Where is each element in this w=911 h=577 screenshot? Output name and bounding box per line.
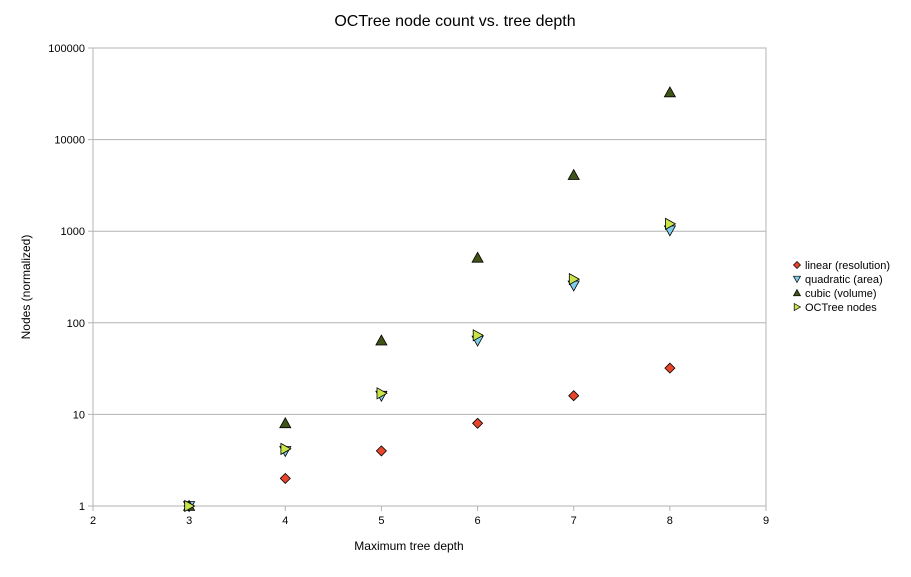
y-tick-label: 100 — [67, 318, 85, 330]
x-tick-label: 4 — [282, 515, 288, 527]
grid-lines — [93, 47, 766, 507]
x-tick-label: 3 — [186, 515, 192, 527]
data-point — [472, 329, 484, 342]
x-tick-label: 7 — [571, 515, 577, 527]
x-tick-label: 5 — [378, 515, 384, 527]
data-point — [184, 499, 196, 513]
series-0 — [183, 362, 676, 512]
plot-area-frame — [92, 47, 767, 507]
data-point — [568, 390, 580, 402]
data-points — [182, 86, 677, 513]
y-tick-label: 10000 — [54, 135, 85, 147]
x-tick-label: 8 — [667, 515, 673, 527]
data-point — [279, 416, 292, 429]
legend-label: linear (resolution) — [805, 260, 890, 272]
data-point — [568, 272, 581, 286]
legend-marker — [792, 288, 802, 297]
x-tick-label: 6 — [475, 515, 481, 527]
legend-label: OCTree nodes — [805, 302, 877, 314]
data-point — [472, 417, 484, 429]
y-tick-label: 10 — [73, 409, 85, 421]
legend-marker — [793, 302, 802, 312]
data-point — [279, 472, 291, 484]
y-tick-label: 1 — [79, 501, 85, 513]
x-tick-label: 9 — [763, 515, 769, 527]
y-tick-label: 100000 — [48, 43, 85, 55]
chart-title: OCTree node count vs. tree depth — [334, 13, 575, 30]
data-point — [663, 86, 677, 98]
y-tick-label: 1000 — [61, 226, 85, 238]
series-2 — [182, 86, 677, 511]
x-axis: 2 3 4 5 6 7 8 9 — [90, 506, 769, 527]
data-point — [376, 387, 388, 400]
series-1 — [182, 225, 677, 513]
legend-marker — [792, 275, 802, 284]
x-tick-label: 2 — [90, 515, 96, 527]
legend: linear (resolution) quadratic (area) cubic… — [792, 260, 890, 314]
series-3 — [184, 217, 677, 513]
data-point — [375, 334, 388, 346]
x-axis-label: Maximum tree depth — [354, 539, 463, 553]
y-axis: 1 10 100 1000 10000 100000 — [48, 43, 93, 513]
data-point — [664, 362, 676, 374]
legend-marker — [793, 261, 801, 269]
y-axis-label: Nodes (normalized) — [19, 235, 33, 340]
legend-label: quadratic (area) — [805, 274, 883, 286]
data-point — [567, 168, 580, 180]
data-point — [375, 445, 387, 457]
legend-label: cubic (volume) — [805, 288, 877, 300]
data-point — [471, 251, 484, 263]
data-point — [280, 442, 292, 456]
data-point — [665, 217, 677, 231]
